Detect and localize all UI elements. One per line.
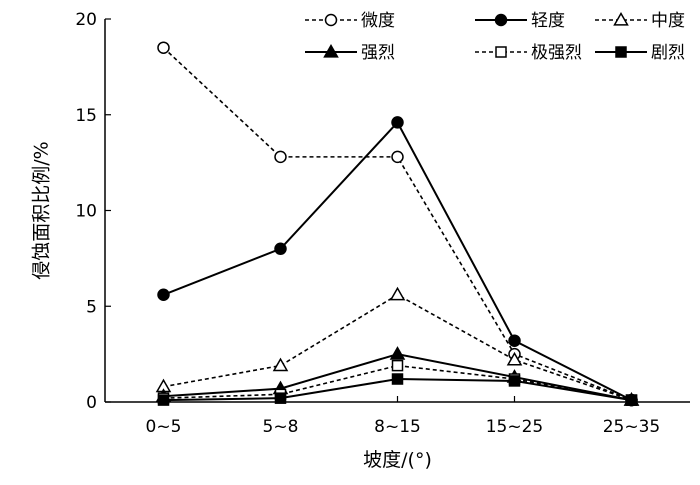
legend-item-6: 剧烈: [595, 43, 685, 63]
data-point: [274, 242, 287, 256]
legend-label: 微度: [361, 11, 395, 31]
data-point: [391, 373, 404, 385]
data-point: [157, 288, 170, 302]
data-point: [391, 150, 404, 164]
series-line: [163, 364, 632, 401]
legend-label: 中度: [651, 11, 685, 31]
x-axis-title: 坡度/(°): [363, 449, 432, 471]
legend-marker: [324, 13, 338, 27]
data-point: [508, 375, 521, 387]
y-tick-label: 0: [86, 393, 97, 413]
legend-item-2: 轻度: [475, 11, 565, 31]
legend-marker: [613, 11, 629, 26]
legend-item-1: 微度: [305, 11, 395, 31]
y-tick-label: 15: [75, 106, 97, 126]
series-line: [162, 47, 632, 401]
y-tick-label: 20: [75, 10, 97, 30]
x-tick-label: 0~5: [146, 417, 182, 437]
y-axis-title: 侵蚀面积比例/%: [31, 141, 53, 279]
data-point: [506, 351, 523, 366]
data-point: [157, 41, 170, 54]
legend-label: 极强烈: [531, 43, 582, 63]
data-point: [389, 346, 406, 360]
series-layer: [155, 41, 640, 407]
data-point: [272, 357, 289, 372]
y-tick-label: 5: [86, 297, 97, 317]
legend-marker: [323, 43, 339, 58]
series-6: [157, 373, 638, 406]
legend-marker: [495, 46, 507, 58]
legend-label: 轻度: [531, 11, 565, 31]
data-point: [391, 116, 404, 129]
data-point: [625, 394, 638, 406]
legend-marker: [494, 13, 508, 27]
data-point: [157, 394, 170, 406]
x-tick-label: 5~8: [263, 417, 299, 437]
data-point: [391, 359, 404, 372]
x-tick-label: 8~15: [374, 417, 421, 437]
axes: 0 5 10 15 20 0~5 5~8 8~15 15~25 25~35: [75, 10, 690, 437]
legend-item-5: 极强烈: [475, 43, 582, 63]
legend-label: 剧烈: [651, 43, 685, 63]
data-point: [274, 392, 287, 404]
legend-item-4: 强烈: [305, 43, 395, 63]
data-point: [389, 286, 406, 301]
legend-label: 强烈: [361, 43, 395, 63]
data-point: [508, 334, 521, 347]
legend-marker: [615, 46, 627, 58]
y-tick-label: 10: [75, 202, 97, 222]
x-tick-label: 25~35: [603, 417, 661, 437]
data-point: [274, 150, 287, 164]
x-tick-label: 15~25: [486, 417, 544, 437]
legend-item-3: 中度: [595, 11, 685, 31]
